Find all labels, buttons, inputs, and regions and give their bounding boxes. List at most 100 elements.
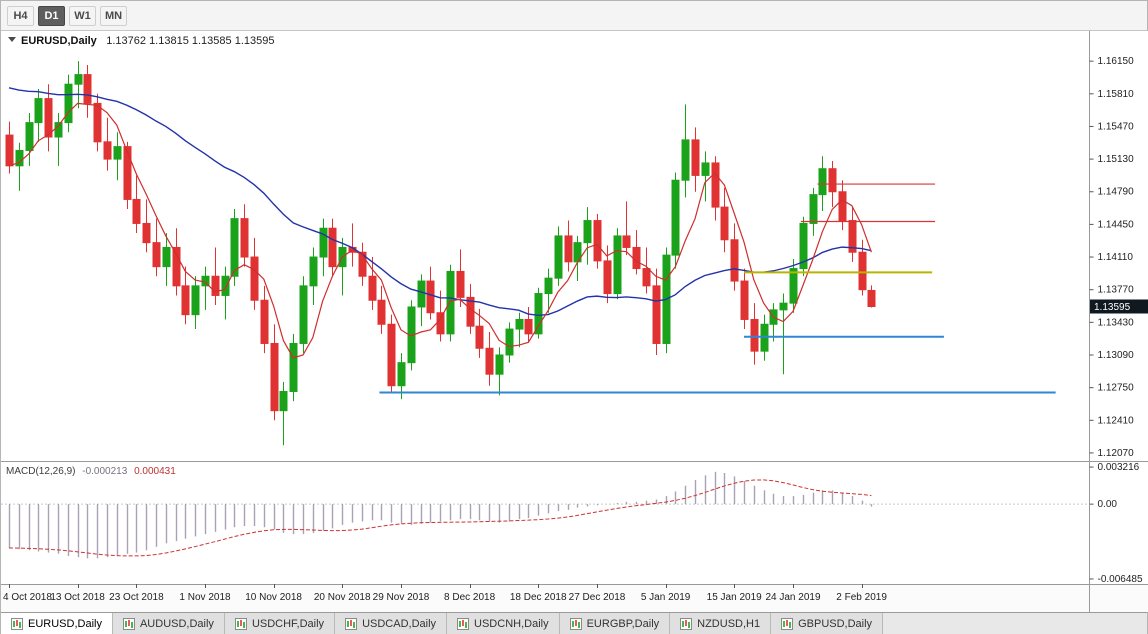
candle-body: [838, 191, 847, 222]
chart-tab-label: EURUSD,Daily: [28, 618, 102, 630]
candle-body: [152, 242, 161, 268]
price-axis-label: 1.12750: [1098, 383, 1135, 394]
candle-body: [495, 354, 504, 375]
chart-info-line: EURUSD,Daily 1.13762 1.13815 1.13585 1.1…: [8, 31, 274, 48]
chart-tab-usdchf-daily[interactable]: USDCHF,Daily: [224, 613, 336, 634]
chart-tab-usdcad-daily[interactable]: USDCAD,Daily: [335, 613, 448, 634]
timeframe-button-W1[interactable]: W1: [69, 5, 96, 26]
chart-tab-icon: [11, 618, 23, 630]
timeframe-toolbar: H4 D1 W1 MN: [1, 1, 1147, 31]
candle-body: [270, 342, 279, 412]
date-axis-label: 1 Nov 2018: [179, 592, 231, 603]
candle-body: [191, 285, 200, 316]
chart-tab-icon: [234, 618, 247, 630]
macd-signal-value: 0.000431: [134, 466, 176, 477]
candle-body: [54, 122, 63, 138]
chart-tab-label: NZDUSD,H1: [697, 618, 761, 630]
date-axis-label: 29 Nov 2018: [373, 592, 430, 603]
chart-tab-label: GBPUSD,Daily: [798, 618, 873, 630]
candle-body: [671, 179, 680, 256]
price-axis-label: 1.12410: [1098, 415, 1135, 426]
price-axis-label: 1.14450: [1098, 219, 1135, 230]
candle-body: [44, 98, 53, 138]
candle-body: [828, 168, 837, 193]
candle-body: [613, 235, 622, 295]
candle-body: [681, 139, 690, 181]
chart-tab-label: USDCNH,Daily: [474, 618, 549, 630]
candle-body: [387, 323, 396, 387]
chart-tab-icon: [457, 618, 470, 630]
date-axis-label: 20 Nov 2018: [314, 592, 371, 603]
candle-body: [368, 275, 377, 301]
candle-body: [711, 162, 720, 208]
candle-body: [789, 268, 798, 304]
macd-main-value: -0.000213: [82, 466, 127, 477]
candle-body: [848, 220, 857, 253]
candle-body: [858, 251, 867, 291]
candle-body: [93, 102, 102, 143]
chart-tab-audusd-daily[interactable]: AUDUSD,Daily: [112, 613, 225, 634]
candle-body: [103, 141, 112, 160]
svg-text:EURUSD,Daily 1.13762 1: EURUSD,Daily 1.13762 1.13815 1.13585 1.1…: [21, 31, 274, 48]
candle-body: [554, 235, 563, 279]
candle-body: [593, 220, 602, 262]
candle-body: [701, 162, 710, 176]
candle-body: [750, 318, 759, 352]
candle-body: [485, 347, 494, 375]
current-price-badge: [1090, 299, 1148, 314]
chart-tab-gbpusd-daily[interactable]: GBPUSD,Daily: [771, 613, 884, 634]
chart-ohlc-values: 1.13762 1.13815 1.13585 1.13595: [106, 35, 274, 47]
candle-body: [779, 302, 788, 311]
candle-body: [113, 146, 122, 160]
current-price-badge-label: 1.13595: [1094, 302, 1131, 313]
chart-tab-eurusd-daily[interactable]: EURUSD,Daily: [1, 613, 113, 634]
candle-body: [15, 149, 24, 167]
price-axis-label: 1.14110: [1098, 252, 1134, 263]
chart-tab-nzdusd-h1[interactable]: NZDUSD,H1: [670, 613, 772, 634]
chart-tab-label: USDCHF,Daily: [251, 618, 325, 630]
candle-body: [309, 256, 318, 287]
candle-body: [299, 285, 308, 344]
candle-body: [799, 222, 808, 270]
candle-body: [730, 239, 739, 282]
one-click-trading-toggle-icon[interactable]: [8, 37, 16, 42]
timeframe-button-D1[interactable]: D1: [38, 5, 65, 26]
candle-body: [377, 299, 386, 325]
macd-signal-line: [8, 479, 872, 557]
price-axis-label: 1.16150: [1098, 56, 1135, 67]
candle-body: [123, 146, 132, 200]
chart-tab-icon: [345, 618, 358, 630]
candle-body: [691, 139, 700, 176]
chart-tab-icon: [781, 618, 794, 630]
timeframe-button-MN[interactable]: MN: [100, 5, 128, 26]
candle-body: [818, 168, 827, 196]
candle-body: [211, 275, 220, 296]
candle-body: [603, 260, 612, 295]
chart-tab-usdcnh-daily[interactable]: USDCNH,Daily: [447, 613, 560, 634]
candle-body: [240, 218, 249, 258]
candle-body: [740, 280, 749, 320]
date-axis-label: 15 Jan 2019: [707, 592, 762, 603]
candle-body: [867, 289, 876, 307]
candle-body: [652, 285, 661, 344]
candle-body: [397, 362, 406, 387]
candle-body: [34, 98, 43, 124]
candle-body: [417, 280, 426, 308]
macd-indicator-panel: 0.003216 0.00 -0.006485 MACD(12,26,9) -0.0…: [1, 461, 1148, 584]
chart-tab-label: EURGBP,Daily: [586, 618, 660, 630]
candle-body: [64, 83, 73, 124]
candle-body: [642, 268, 651, 287]
candle-body: [544, 277, 553, 295]
candle-body: [25, 122, 34, 151]
candle-body: [132, 198, 141, 224]
candle-body: [622, 235, 631, 248]
candle-body: [426, 280, 435, 314]
chart-tab-eurgbp-daily[interactable]: EURGBP,Daily: [559, 613, 671, 634]
candle-body: [456, 270, 465, 298]
candle-body: [524, 318, 533, 335]
timeframe-button-H4[interactable]: H4: [7, 5, 34, 26]
fast-moving-average-line: [8, 102, 872, 359]
candle-body: [436, 312, 445, 335]
chart-tab-bar: EURUSD,Daily AUDUSD,Daily USDCHF,Daily USDC…: [1, 612, 1147, 634]
candle-body: [221, 275, 230, 296]
